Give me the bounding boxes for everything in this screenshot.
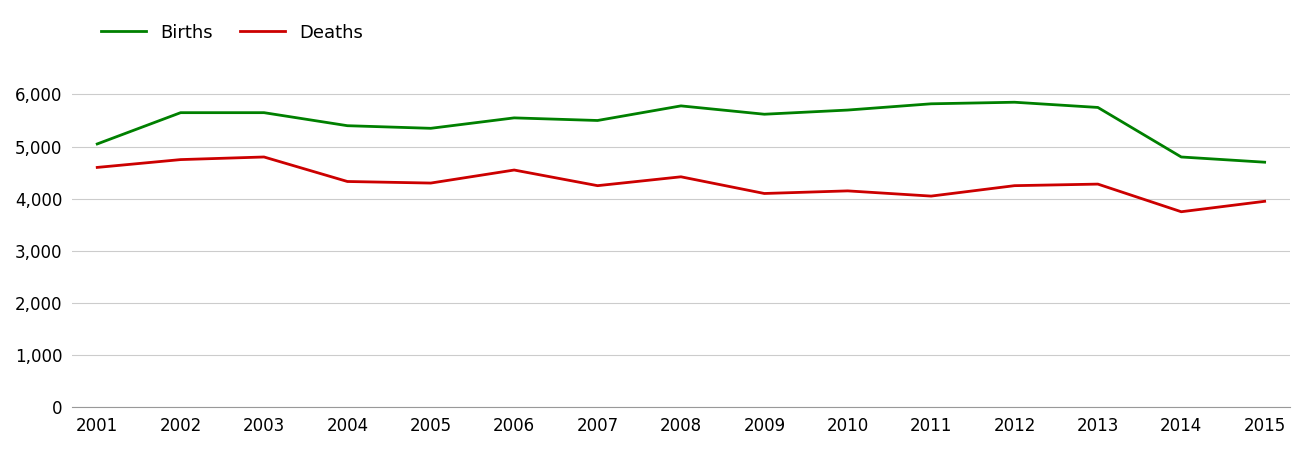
Deaths [840, 188, 856, 194]
Births [172, 110, 188, 115]
Deaths [256, 154, 271, 160]
Line: Deaths: Deaths [98, 157, 1265, 212]
Births [1257, 159, 1272, 165]
Deaths [423, 180, 438, 186]
Births [923, 101, 938, 107]
Deaths [172, 157, 188, 162]
Deaths [506, 167, 522, 173]
Deaths [923, 194, 938, 199]
Births [1173, 154, 1189, 160]
Deaths [590, 183, 606, 189]
Line: Births: Births [98, 102, 1265, 162]
Deaths [673, 174, 689, 180]
Deaths [1173, 209, 1189, 215]
Births [256, 110, 271, 115]
Births [1006, 99, 1022, 105]
Births [90, 141, 106, 147]
Deaths [1006, 183, 1022, 189]
Deaths [1257, 198, 1272, 204]
Deaths [339, 179, 355, 184]
Births [673, 103, 689, 108]
Deaths [757, 191, 773, 196]
Births [590, 118, 606, 123]
Deaths [90, 165, 106, 170]
Births [840, 108, 856, 113]
Births [1090, 105, 1105, 110]
Legend: Births, Deaths: Births, Deaths [94, 16, 371, 49]
Deaths [1090, 181, 1105, 187]
Births [423, 126, 438, 131]
Births [339, 123, 355, 128]
Births [506, 115, 522, 121]
Births [757, 112, 773, 117]
